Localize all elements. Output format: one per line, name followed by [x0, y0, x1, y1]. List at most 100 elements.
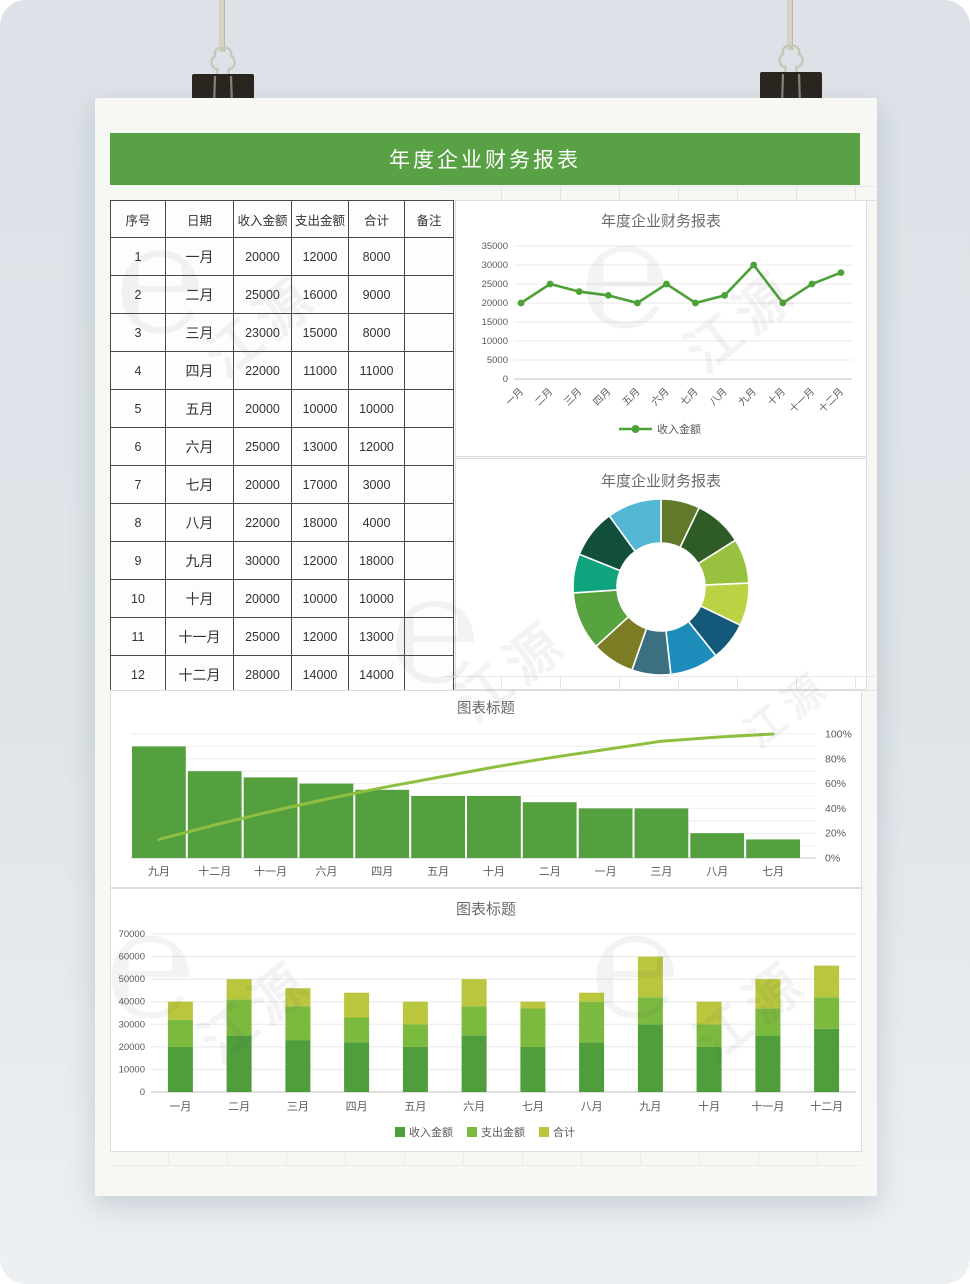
legend-swatch — [395, 1127, 405, 1137]
column-header: 备注 — [404, 200, 454, 238]
spreadsheet-gridlines — [110, 1152, 860, 1166]
svg-text:十一月: 十一月 — [787, 385, 817, 415]
legend-swatch — [539, 1127, 549, 1137]
table-cell: 八月 — [165, 503, 234, 542]
svg-text:四月: 四月 — [591, 386, 614, 409]
donut-segment — [608, 498, 662, 553]
table-cell: 9 — [110, 541, 166, 580]
svg-text:六月: 六月 — [315, 865, 337, 878]
svg-text:十二月: 十二月 — [816, 385, 846, 415]
table-cell: 15000 — [291, 313, 349, 352]
line-data-point — [779, 299, 787, 307]
stacked-bar-segment — [579, 1042, 605, 1092]
table-cell — [404, 579, 454, 618]
pareto-bar — [634, 808, 689, 858]
svg-text:三月: 三月 — [650, 866, 672, 878]
table-cell: 12000 — [291, 237, 349, 276]
stacked-bar-segment — [696, 1001, 722, 1025]
column-header: 日期 — [165, 200, 234, 238]
svg-text:10000: 10000 — [482, 336, 508, 347]
svg-text:60%: 60% — [825, 778, 846, 790]
svg-text:0: 0 — [140, 1087, 145, 1098]
pareto-bar — [467, 796, 521, 858]
stacked-bar-segment — [814, 965, 840, 998]
svg-text:三月: 三月 — [287, 1101, 309, 1113]
svg-text:30000: 30000 — [119, 1019, 145, 1030]
table-cell: 2 — [110, 275, 166, 314]
table-cell: 8000 — [348, 313, 405, 352]
stacked-bar-segment — [637, 956, 663, 998]
table-cell: 22000 — [233, 503, 292, 542]
line-data-point — [604, 292, 612, 299]
table-cell: 11 — [110, 617, 166, 656]
pareto-bar — [522, 802, 577, 858]
svg-text:5000: 5000 — [487, 355, 508, 366]
pareto-bar — [355, 789, 410, 858]
table-cell: 3000 — [348, 465, 405, 504]
svg-text:一月: 一月 — [503, 386, 526, 409]
svg-text:0: 0 — [503, 374, 508, 385]
table-cell: 14000 — [291, 655, 349, 694]
line-data-point — [721, 292, 728, 299]
table-cell: 8000 — [348, 237, 405, 276]
table-cell — [404, 237, 454, 276]
report-sheet: 年度企业财务报表 序号 日期 收入金额 支出金额 合计 备注 1 一月 20000 12000 80… — [95, 98, 877, 1196]
table-cell: 九月 — [165, 541, 234, 580]
table-cell: 30000 — [233, 541, 292, 580]
stacked-bar-segment — [167, 1019, 193, 1047]
pareto-bar — [132, 746, 186, 858]
spreadsheet-gridlines — [443, 676, 877, 691]
line-data-point — [808, 280, 816, 288]
stacked-bar-segment — [344, 992, 370, 1018]
table-cell: 10000 — [291, 389, 349, 428]
table-cell: 17000 — [291, 465, 349, 504]
stacked-bar-segment — [579, 1001, 605, 1043]
line-chart: 0 5000 10000 15000 20000 25000 30000 35000 一月 二月三… — [482, 241, 852, 436]
svg-text:五月: 五月 — [404, 1101, 426, 1113]
table-cell: 6 — [110, 427, 166, 466]
table-cell: 12000 — [291, 541, 349, 580]
stacked-bar-segment — [167, 1046, 193, 1092]
table-row: 4 四月 22000 11000 11000 — [110, 351, 454, 390]
pareto-bar — [411, 796, 465, 858]
stacked-bar-chart-title: 图表标题 — [455, 901, 516, 918]
svg-text:七月: 七月 — [678, 386, 701, 409]
table-cell: 12000 — [348, 427, 405, 466]
line-data-point — [634, 299, 641, 307]
svg-text:20000: 20000 — [482, 298, 508, 309]
svg-text:25000: 25000 — [482, 279, 508, 290]
table-cell: 10000 — [348, 579, 405, 618]
svg-text:十二月: 十二月 — [810, 1099, 843, 1113]
svg-text:20000: 20000 — [119, 1042, 145, 1053]
svg-text:收入金额: 收入金额 — [657, 422, 701, 436]
stacked-bar-segment — [814, 997, 840, 1029]
stacked-bar-segment — [637, 997, 663, 1025]
table-cell — [404, 351, 454, 390]
column-header: 支出金额 — [291, 200, 349, 238]
pareto-bar — [746, 839, 800, 858]
svg-text:支出金额: 支出金额 — [481, 1125, 525, 1139]
table-cell: 28000 — [233, 655, 292, 694]
stacked-bar-segment — [226, 999, 252, 1036]
table-cell: 4 — [110, 351, 166, 390]
svg-text:九月: 九月 — [148, 865, 170, 878]
svg-text:40000: 40000 — [119, 997, 145, 1008]
svg-text:十月: 十月 — [483, 864, 505, 878]
stacked-bar-segment — [696, 1024, 722, 1047]
svg-text:八月: 八月 — [706, 866, 728, 878]
table-cell — [404, 465, 454, 504]
stacked-bar-segment — [461, 979, 487, 1007]
table-cell: 16000 — [291, 275, 349, 314]
stacked-bar-chart: 0 10000 20000 30000 40000 50000 60000 70000 一月 二月… — [119, 929, 856, 1139]
svg-text:十一月: 十一月 — [254, 864, 287, 878]
svg-text:八月: 八月 — [581, 1101, 603, 1113]
table-row: 2 二月 25000 16000 9000 — [110, 275, 454, 314]
svg-text:十月: 十月 — [698, 1099, 720, 1113]
line-chart-panel: 0 5000 10000 15000 20000 25000 30000 35000 一月 二月三… — [455, 200, 867, 457]
table-cell: 20000 — [233, 237, 292, 276]
table-cell: 七月 — [165, 465, 234, 504]
table-cell: 12000 — [291, 617, 349, 656]
stacked-bar-segment — [285, 988, 311, 1007]
column-header: 合计 — [348, 200, 405, 238]
